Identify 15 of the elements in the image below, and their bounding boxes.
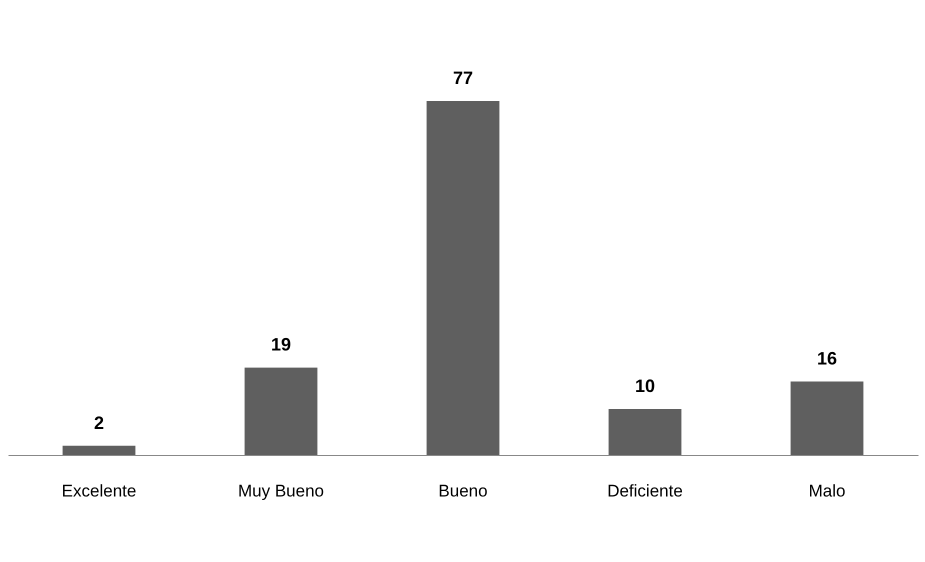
x-tick-label: Excelente: [62, 482, 136, 500]
bar: [790, 381, 864, 455]
x-tick-label: Muy Bueno: [238, 482, 324, 500]
bar: [608, 409, 682, 455]
x-tick-label: Deficiente: [607, 482, 683, 500]
x-tick-label: Bueno: [438, 482, 488, 500]
bar: [244, 368, 318, 455]
data-label: 19: [270, 334, 292, 355]
data-label: 10: [634, 376, 656, 396]
data-label: 16: [816, 348, 838, 368]
x-tick-label: Malo: [808, 482, 846, 500]
data-label: 2: [94, 412, 104, 433]
bar: [62, 446, 136, 455]
data-label: 77: [452, 68, 474, 88]
bar: [426, 101, 500, 455]
